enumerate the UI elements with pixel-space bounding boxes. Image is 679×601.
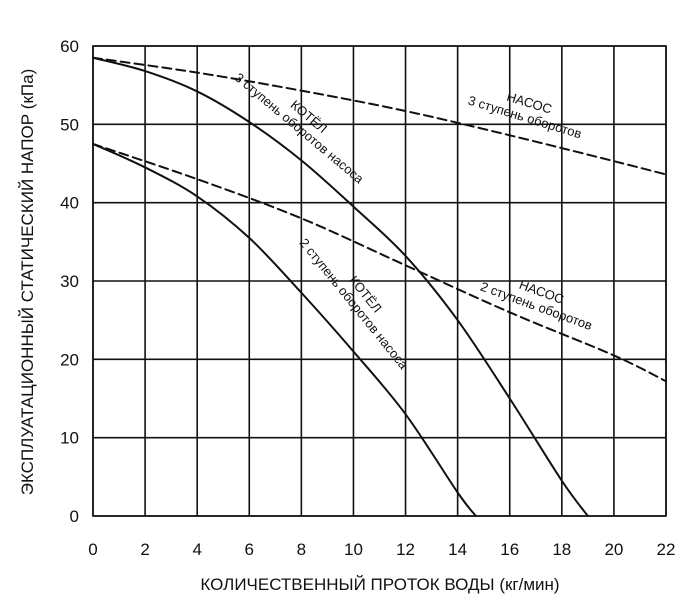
x-tick-label: 10 — [344, 540, 363, 559]
series-line-boiler-2 — [92, 142, 477, 517]
series-group — [92, 56, 667, 517]
y-tick-label: 20 — [60, 350, 79, 369]
series-line-pump-2 — [92, 142, 667, 383]
y-tick-label: 60 — [60, 37, 79, 56]
y-tick-label: 50 — [60, 115, 79, 134]
x-tick-label: 16 — [500, 540, 519, 559]
plot-frame — [92, 45, 667, 517]
x-tick-label: 22 — [657, 540, 676, 559]
x-tick-label: 8 — [297, 540, 306, 559]
x-tick-label: 18 — [552, 540, 571, 559]
x-tick-label: 14 — [448, 540, 467, 559]
y-tick-label: 40 — [60, 194, 79, 213]
grid — [92, 45, 667, 517]
curve-label-line: 3 ступень оборотов насоса — [232, 70, 367, 187]
x-tick-label: 0 — [88, 540, 97, 559]
series-line-pump-3 — [92, 56, 667, 176]
x-tick-label: 12 — [396, 540, 415, 559]
x-tick-label: 2 — [140, 540, 149, 559]
x-tick-label: 20 — [604, 540, 623, 559]
y-axis-title: ЭКСПЛУАТАЦИОННЫЙ СТАТИЧЕСКИЙ НАПОР (кПа) — [18, 69, 37, 496]
x-tick-label: 4 — [192, 540, 201, 559]
x-tick-label: 6 — [245, 540, 254, 559]
y-tick-label: 30 — [60, 272, 79, 291]
x-axis-title: КОЛИЧЕСТВЕННЫЙ ПРОТОК ВОДЫ (кг/мин) — [200, 575, 559, 594]
y-tick-label: 0 — [70, 507, 79, 526]
series-line-boiler-3 — [92, 56, 589, 517]
y-tick-label: 10 — [60, 429, 79, 448]
tick-labels: 0 2 4 6 8 10 12 14 16 18 20 22 0 10 20 30 40 50 60 — [60, 37, 675, 559]
